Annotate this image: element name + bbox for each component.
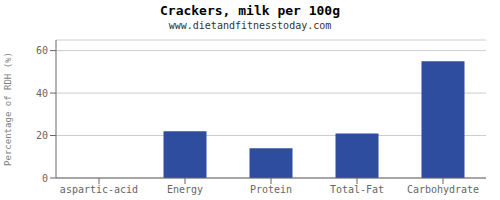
- svg-text:60: 60: [36, 45, 48, 56]
- html-text:www.dietandfitnesstoday.com: www.dietandfitnesstoday.com: [168, 20, 332, 31]
- svg-text:Protein: Protein: [250, 184, 292, 195]
- svg-text:Total-Fat: Total-Fat: [330, 184, 384, 195]
- svg-text:Carbohydrate: Carbohydrate: [407, 184, 479, 195]
- svg-text:Percentage of RDH (%): Percentage of RDH (%): [3, 52, 13, 166]
- svg-text:Energy: Energy: [167, 184, 203, 195]
- svg-text:0: 0: [42, 173, 48, 184]
- svg-text:20: 20: [36, 130, 48, 141]
- svg-text:40: 40: [36, 88, 48, 99]
- svg-text:aspartic-acid: aspartic-acid: [60, 184, 138, 195]
- html-text:Crackers, milk per 100g: Crackers, milk per 100g: [160, 3, 340, 18]
